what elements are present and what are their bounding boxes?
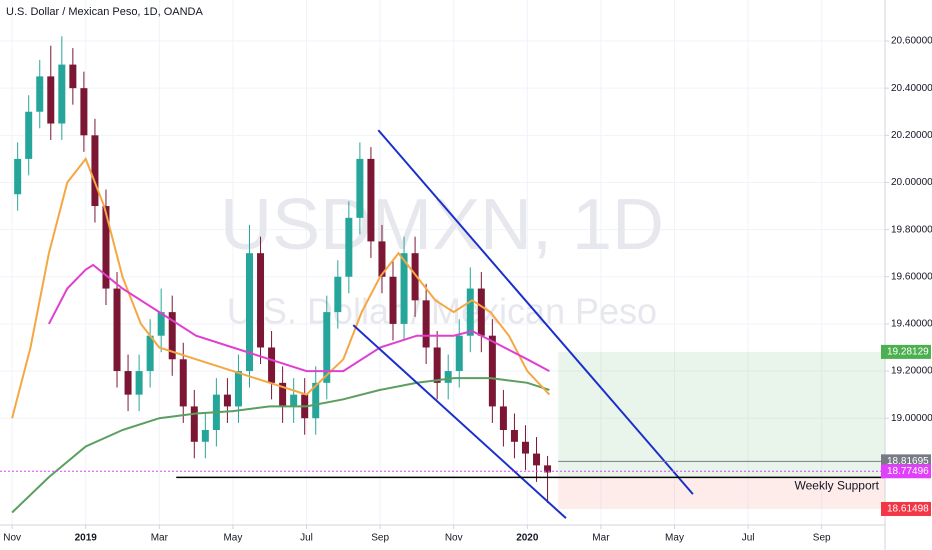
position-target-zone [558, 351, 885, 478]
trend-line [352, 324, 567, 519]
chart-title: U.S. Dollar / Mexican Peso, 1D, OANDA [6, 6, 204, 18]
watermark-name: U.S. Dollar / Mexican Peso [227, 291, 657, 332]
y-tick-label: 20.20000 [891, 130, 932, 141]
y-tick-label: 19.60000 [891, 271, 932, 282]
price-tag [881, 464, 931, 479]
price-tag [881, 501, 931, 516]
y-tick-label: 20.00000 [891, 177, 932, 188]
y-tick-label: 20.60000 [891, 36, 932, 47]
candle-body [544, 465, 552, 473]
candle-body [36, 76, 44, 112]
moving-average [11, 377, 550, 514]
x-tick-label: Sep [371, 533, 389, 544]
candle-body [312, 382, 320, 419]
y-tick-label: 19.80000 [891, 224, 932, 235]
candle-body [378, 241, 386, 277]
moving-average [11, 156, 551, 419]
candle-body [146, 335, 154, 372]
watermark-symbol: USDMXN, 1D [220, 185, 664, 265]
x-tick-label: Jul [300, 533, 313, 544]
candle-body [290, 394, 298, 407]
x-tick-label: Nov [445, 533, 463, 544]
candle-body [488, 335, 496, 407]
support-label: Weekly Support [795, 479, 880, 493]
candle-body [533, 453, 541, 466]
x-tick-label: May [223, 533, 242, 544]
candle-body [135, 371, 143, 395]
candle-body [510, 429, 518, 442]
price-tag-label: 18.77496 [887, 466, 929, 477]
candle-body [102, 206, 110, 289]
x-tick-label: Mar [151, 533, 169, 544]
candle-body [268, 347, 276, 383]
position-stop-zone [558, 477, 885, 509]
time-axis [0, 525, 885, 550]
candle-body [14, 158, 22, 195]
candle-body [422, 300, 430, 348]
candle-body [201, 429, 209, 442]
candle-body [91, 135, 99, 207]
candle-body [25, 111, 33, 159]
candle-body [444, 371, 452, 383]
candle-body [113, 288, 121, 372]
candle-body [345, 217, 353, 277]
candle-body [477, 288, 485, 336]
candle-body [58, 64, 66, 124]
candle-body [356, 158, 364, 218]
candle-body [367, 158, 375, 242]
candle-body [411, 253, 419, 301]
price-tag-label: 18.61498 [887, 504, 929, 515]
candle-body [245, 253, 253, 372]
candle-body [499, 406, 507, 430]
candle-body [47, 76, 55, 124]
candle-body [257, 253, 265, 348]
x-tick-label: 2019 [75, 533, 98, 544]
candle-body [279, 382, 287, 407]
candle-body [466, 288, 474, 336]
candle-body [157, 312, 165, 336]
price-tag [881, 344, 931, 359]
candle-body [80, 88, 88, 136]
x-tick-label: Mar [592, 533, 610, 544]
candle-body [179, 359, 187, 407]
y-tick-label: 20.40000 [891, 83, 932, 94]
candle-body [69, 64, 77, 89]
trend-line [377, 129, 694, 495]
candle-body [323, 312, 331, 383]
candle-body [400, 253, 408, 324]
moving-average [48, 263, 550, 373]
candle-body [389, 276, 397, 324]
price-tag-label: 18.81695 [887, 456, 929, 467]
candle-body [433, 347, 441, 383]
candle-body [334, 276, 342, 313]
y-tick-label: 19.40000 [891, 319, 932, 330]
candle-body [124, 371, 132, 395]
x-tick-label: 2020 [516, 533, 539, 544]
candle-body [455, 335, 463, 372]
x-tick-label: Jul [742, 533, 755, 544]
candle-body [168, 312, 176, 360]
y-tick-label: 19.00000 [891, 413, 932, 424]
y-tick-label: 19.20000 [891, 366, 932, 377]
price-tag-label: 19.28129 [887, 347, 929, 358]
x-tick-label: May [665, 533, 684, 544]
candle-body [190, 406, 198, 442]
x-tick-label: Sep [813, 533, 831, 544]
candle-body [521, 441, 529, 454]
x-tick-label: Nov [3, 533, 21, 544]
candle-body [223, 394, 231, 407]
candle-body [234, 371, 242, 407]
